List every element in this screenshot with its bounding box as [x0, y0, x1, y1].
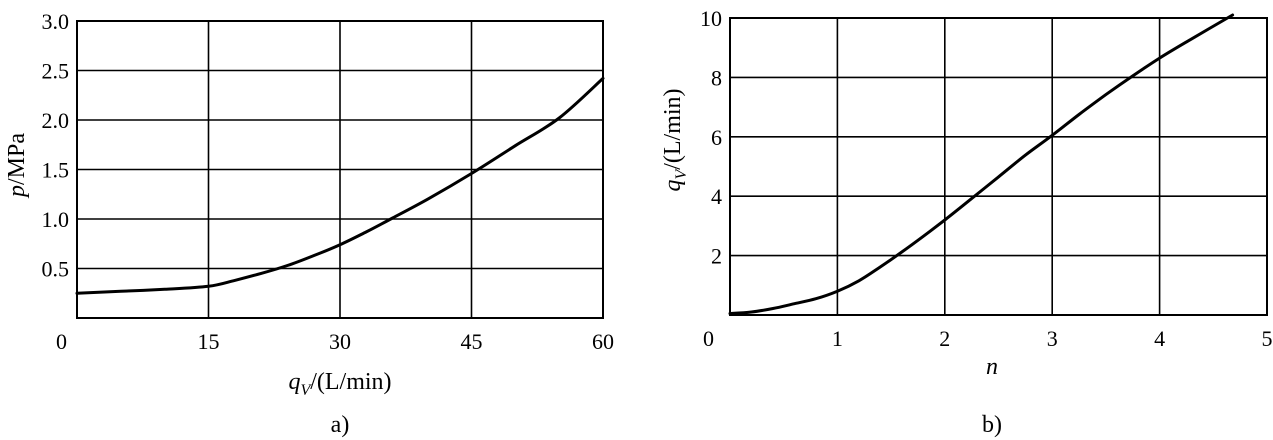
a-y-tick-label: 3.0 [42, 9, 70, 34]
panel-a-plot-frame [76, 20, 604, 319]
panel-a-x-axis-label: qV/(L/min) [288, 369, 391, 399]
panel-b-x-axis-label: n [986, 354, 998, 380]
panel-a-chart: 0 15 30 45 60 0.51.01.52.02.53.0 qV/(L/min) … [4, 9, 614, 438]
panel-a-y-tick-labels: 0.5 1.0 1.5 2.0 2.5 3.0 [42, 9, 70, 282]
panel-b-chart: 0 1 2 3 4 5 2 4 6 8 10 n qV/(L/min) b) [660, 6, 1273, 438]
a-y-tick-label: 2.0 [42, 108, 70, 133]
panel-b-plot-frame [729, 17, 1268, 316]
panel-a-series-line [75, 76, 605, 295]
a-y-tick-label: 0.5 [42, 257, 70, 282]
b-y-tick-label: 8 [711, 65, 722, 90]
b-y-tick-label: 6 [711, 125, 722, 150]
a-x-tick-label: 15 [198, 329, 220, 354]
panel-b-y-tick-labels: 2 4 6 8 10 [700, 6, 722, 269]
b-y-tick-label: 2 [711, 244, 722, 269]
panel-a-x-tick-labels: 0 15 30 45 60 [56, 329, 614, 354]
panel-b-x-tick-labels: 0 1 2 3 4 5 [703, 326, 1273, 351]
panel-b-caption: b) [982, 412, 1002, 438]
b-x-tick-label: 3 [1047, 326, 1058, 351]
b-x-tick-label: 0 [703, 326, 714, 351]
b-x-tick-label: 2 [939, 326, 950, 351]
panel-b-series-line [728, 13, 1235, 315]
panel-a-y-axis-label: p/MPa [4, 133, 30, 199]
a-y-tick-label: 2.5 [42, 59, 70, 84]
b-x-tick-label: 1 [832, 326, 843, 351]
b-y-tick-label: 10 [700, 6, 722, 31]
a-y-tick-label: 1.5 [42, 158, 70, 183]
panel-a-grid [77, 21, 603, 318]
a-x-tick-label: 60 [592, 329, 614, 354]
b-y-tick-label: 4 [711, 184, 722, 209]
b-x-tick-label: 4 [1154, 326, 1165, 351]
a-y-tick-label: 1.0 [42, 207, 70, 232]
a-x-tick-label: 30 [329, 329, 351, 354]
panel-b-y-axis-label: qV/(L/min) [660, 88, 690, 191]
b-x-tick-label: 5 [1262, 326, 1273, 351]
a-x-tick-label: 45 [461, 329, 483, 354]
panel-a-caption: a) [331, 412, 350, 438]
panel-b-grid [730, 18, 1267, 315]
a-x-tick-label: 0 [56, 329, 67, 354]
